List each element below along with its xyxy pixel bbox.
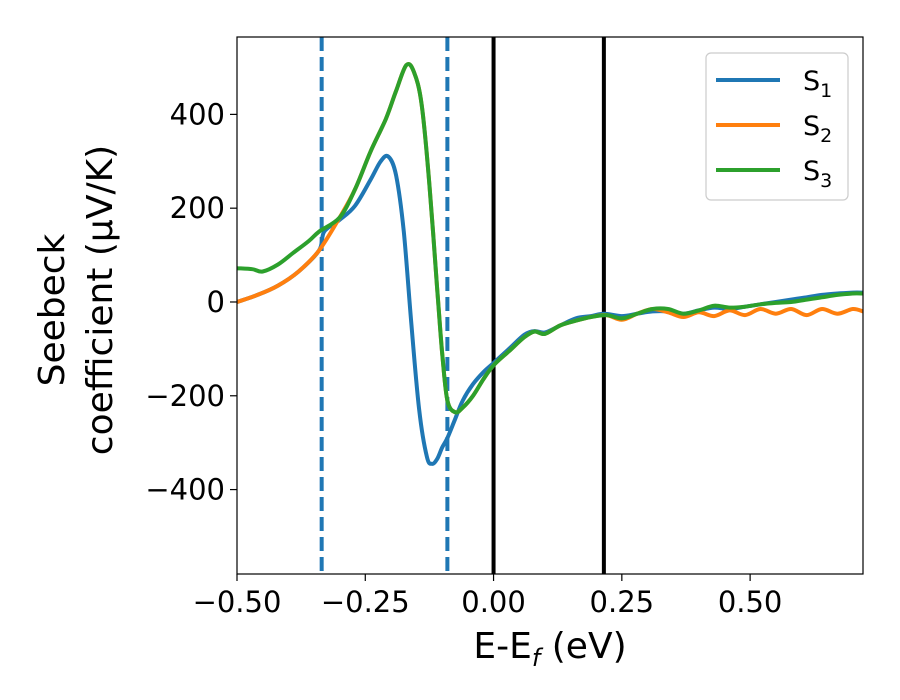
legend-label-s3: S3 — [803, 156, 832, 192]
y-axis-ticks: 400 200 0 −200 −400 — [145, 97, 237, 507]
y-tick-label: 0 — [207, 285, 225, 319]
x-tick-label: −0.25 — [321, 585, 410, 619]
x-tick-label: −0.50 — [193, 585, 282, 619]
x-tick-label: 0.25 — [590, 585, 655, 619]
legend: S1 S2 S3 — [705, 52, 849, 201]
x-tick-label: 0.00 — [461, 585, 526, 619]
series-line-s3 — [237, 62, 863, 415]
y-tick-label: 200 — [170, 191, 225, 225]
x-axis-label-unit: (eV) — [540, 626, 626, 667]
series-layer — [237, 62, 863, 466]
reference-lines — [319, 37, 606, 574]
y-tick-label: −200 — [145, 379, 225, 413]
y-tick-label: −400 — [145, 473, 225, 507]
x-axis-ticks: −0.50 −0.25 0.00 0.25 0.50 — [193, 574, 783, 619]
y-tick-label: 400 — [170, 97, 225, 131]
y-axis-label-line2: coefficient (μV/K) — [80, 145, 121, 455]
plot-frame — [236, 36, 864, 575]
x-axis-label: E-Ef (eV) — [473, 626, 626, 672]
legend-label-s2: S2 — [803, 111, 832, 147]
x-tick-label: 0.50 — [718, 585, 783, 619]
legend-label-s1: S1 — [803, 66, 832, 102]
y-axis-label-line1: Seebeck — [32, 233, 73, 386]
y-axis-label: Seebeck coefficient (μV/K) — [32, 145, 121, 455]
